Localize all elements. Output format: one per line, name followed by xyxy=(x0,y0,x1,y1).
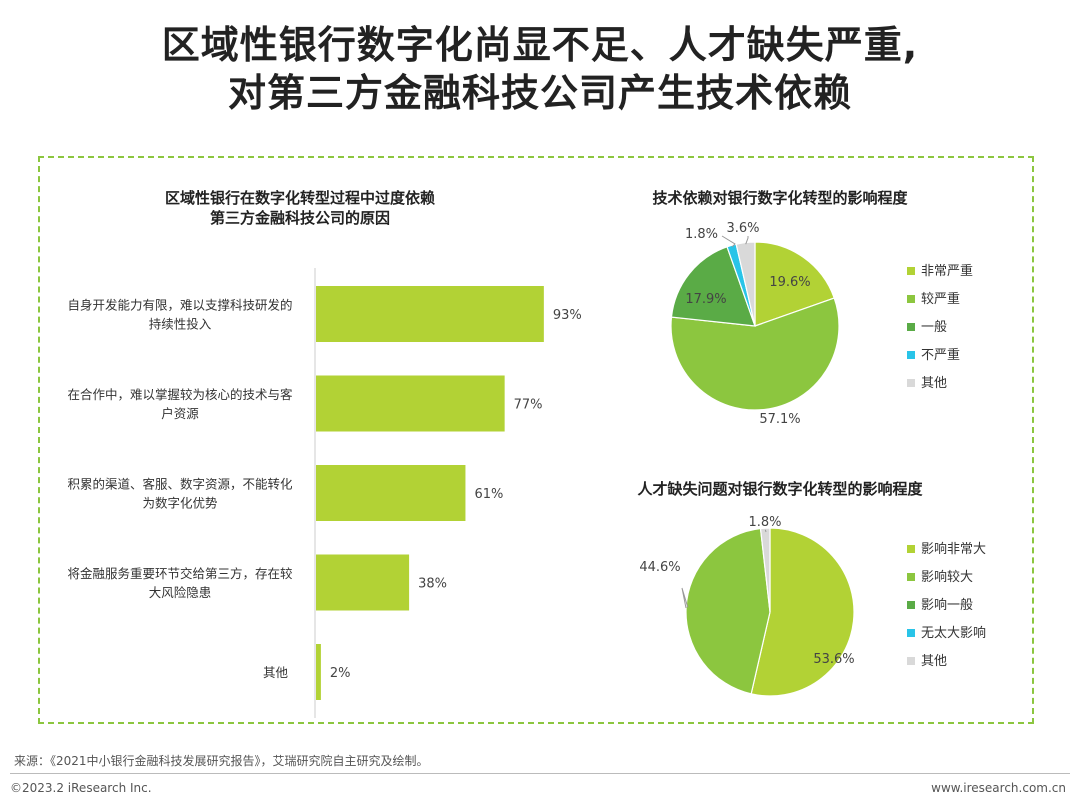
pie2-legend-swatch-1 xyxy=(907,545,915,553)
page-title-line2: 对第三方金融科技公司产生技术依赖 xyxy=(227,71,852,115)
pie1-value-label-3: 17.9% xyxy=(685,292,726,307)
pie1-leader-5 xyxy=(745,236,749,245)
bar-value-label-1: 93% xyxy=(553,308,582,323)
pie2-legend-swatch-4 xyxy=(907,629,915,637)
pie2-value-label-5: 1.8% xyxy=(748,515,781,530)
pie1-slice-5 xyxy=(735,241,756,327)
pie2-legend-label-2: 影响较大 xyxy=(921,569,973,585)
pie1-legend-label-5: 其他 xyxy=(921,376,947,391)
bar-4 xyxy=(316,554,410,611)
pie2-legend-label-3: 影响一般 xyxy=(921,597,973,613)
pie2-legend-label-4: 无太大影响 xyxy=(921,625,986,641)
pie1-value-label-2: 57.1% xyxy=(759,412,800,427)
bar-category-label-4: 将金融服务重要环节交给第三方，存在较大风险隐患 xyxy=(67,566,293,600)
bar-category-label-5: 其他 xyxy=(263,665,289,680)
pie2-legend-swatch-5 xyxy=(907,657,915,665)
pie1-legend-label-4: 不严重 xyxy=(921,347,960,363)
bar-category-label-2: 在合作中，难以掌握较为核心的技术与客户资源 xyxy=(67,387,293,421)
bar-value-label-4: 38% xyxy=(418,577,447,592)
pie2-leader-2 xyxy=(681,587,689,609)
page-title-line1: 区域性银行数字化尚显不足、人才缺失严重, xyxy=(161,23,919,67)
pie2-value-label-2: 44.6% xyxy=(639,560,680,575)
pie1-value-label-5: 3.6% xyxy=(726,221,759,236)
pie1-legend-label-3: 一般 xyxy=(921,319,947,335)
pie2-slice-1 xyxy=(750,527,855,697)
bar-category-label-1: 自身开发能力有限，难以支撑科技研发的持续性投入 xyxy=(67,298,292,332)
bar-5 xyxy=(316,644,321,700)
pie2-slice-5 xyxy=(759,527,771,613)
footer-copyright: ©2023.2 iResearch Inc. xyxy=(10,781,152,795)
pie1-legend-swatch-1 xyxy=(907,267,915,275)
pie1-leader-4 xyxy=(721,235,736,248)
footer-source: 来源：《2021中小银行金融科技发展研究报告》，艾瑞研究院自主研究及绘制。 xyxy=(14,754,429,768)
bar-1 xyxy=(316,286,544,342)
pie1-value-label-1: 19.6% xyxy=(769,275,810,290)
pie1-legend-label-2: 较严重 xyxy=(921,291,960,307)
pie1-legend-swatch-5 xyxy=(907,379,915,387)
bar-3 xyxy=(316,465,466,521)
bar-value-label-2: 77% xyxy=(514,398,543,413)
pie2-chart-title: 人才缺失问题对银行数字化转型的影响程度 xyxy=(637,480,923,498)
pie2-value-label-1: 53.6% xyxy=(813,652,854,667)
pie2-legend-label-1: 影响非常大 xyxy=(921,541,986,557)
pie1-legend-swatch-3 xyxy=(907,323,915,331)
bar-category-label-3: 积累的渠道、客服、数字资源，不能转化为数字化优势 xyxy=(67,477,293,511)
footer-website[interactable]: www.iresearch.com.cn xyxy=(931,781,1066,795)
pie1-legend-swatch-4 xyxy=(907,351,915,359)
bar-chart-title: 区域性银行在数字化转型过程中过度依赖 第三方金融科技公司的原因 xyxy=(164,189,435,227)
pie1-legend-swatch-2 xyxy=(907,295,915,303)
bar-value-label-3: 61% xyxy=(474,487,503,502)
pie1-value-label-4: 1.8% xyxy=(685,227,718,242)
bar-value-label-5: 2% xyxy=(330,666,351,681)
pie2-slice-2 xyxy=(685,527,771,695)
pie1-slice-3 xyxy=(670,246,756,327)
bar-2 xyxy=(316,375,505,432)
pie2-leader-5 xyxy=(764,529,767,533)
pie2-legend-swatch-3 xyxy=(907,601,915,609)
chart-frame xyxy=(38,156,1034,724)
pie1-chart-title: 技术依赖对银行数字化转型的影响程度 xyxy=(652,189,908,207)
footer-divider xyxy=(10,773,1070,774)
pie2-legend-label-5: 其他 xyxy=(921,654,947,669)
pie2-legend-swatch-2 xyxy=(907,573,915,581)
pie1-legend-label-1: 非常严重 xyxy=(921,263,973,279)
pie1-slice-2 xyxy=(670,297,840,411)
